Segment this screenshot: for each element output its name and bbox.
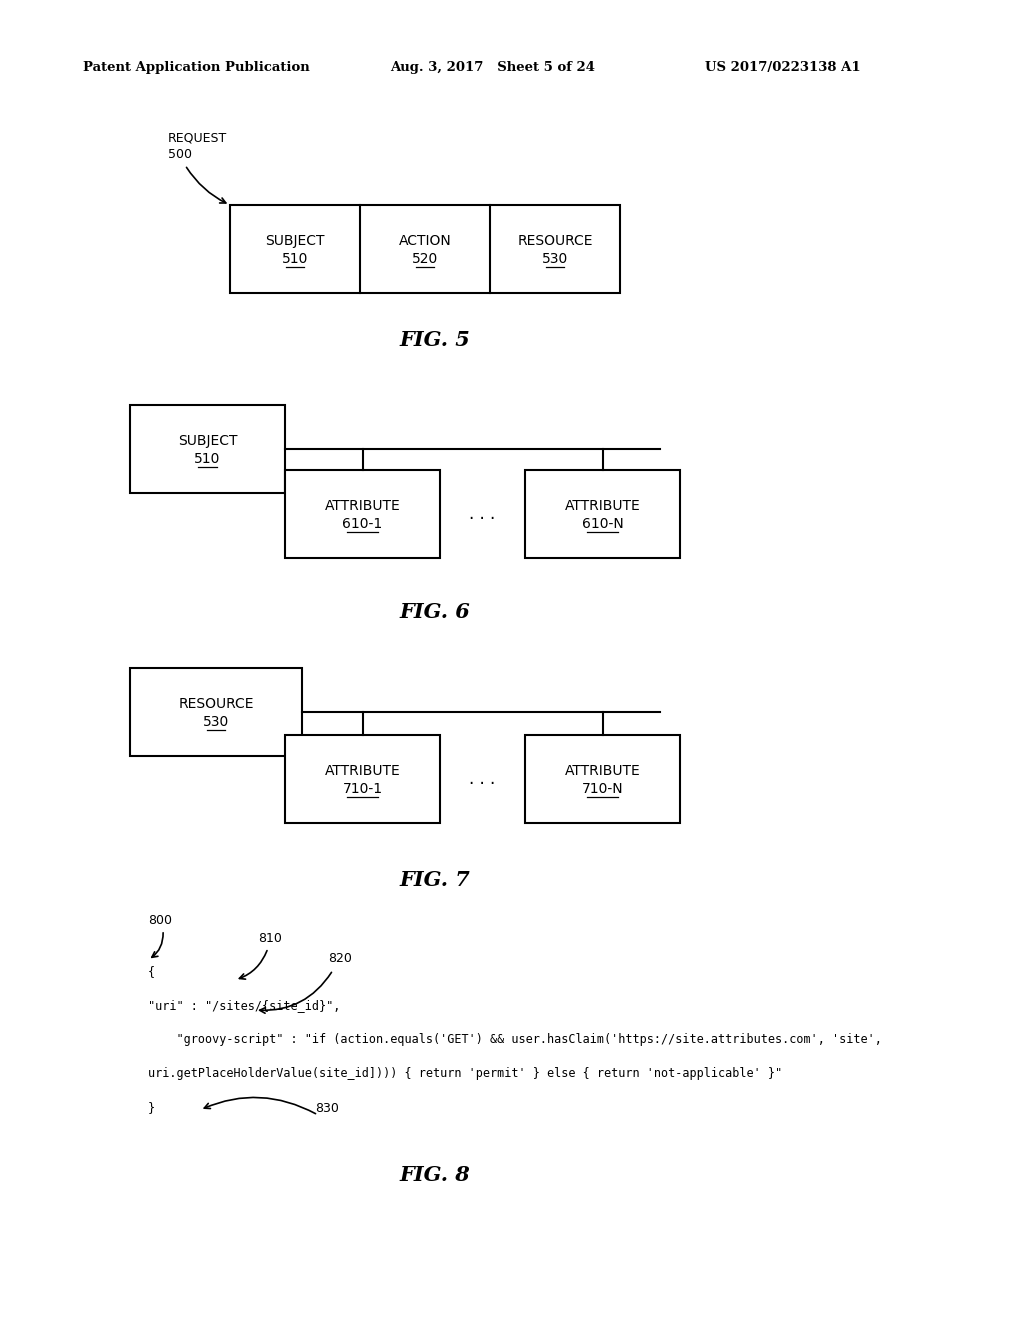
Text: FIG. 6: FIG. 6 [399,602,470,622]
Text: REQUEST: REQUEST [168,132,227,144]
Text: uri.getPlaceHolderValue(site_id]))) { return 'permit' } else { return 'not-appli: uri.getPlaceHolderValue(site_id]))) { re… [148,1068,782,1081]
Text: FIG. 7: FIG. 7 [399,870,470,890]
Text: SUBJECT: SUBJECT [178,434,238,447]
Text: FIG. 5: FIG. 5 [399,330,470,350]
Bar [130,668,302,756]
Text: ATTRIBUTE: ATTRIBUTE [564,764,640,777]
Text: 810: 810 [258,932,282,945]
Text: ACTION: ACTION [398,234,452,248]
Text: 830: 830 [315,1101,339,1114]
Text: . . .: . . . [469,770,496,788]
Text: Aug. 3, 2017   Sheet 5 of 24: Aug. 3, 2017 Sheet 5 of 24 [390,62,595,74]
Text: {: { [148,965,155,978]
Text: "groovy-script" : "if (action.equals('GET') && user.hasClaim('https://site.attri: "groovy-script" : "if (action.equals('GE… [148,1034,882,1047]
Text: 610-1: 610-1 [342,517,383,531]
Text: RESOURCE: RESOURCE [178,697,254,711]
Bar [285,470,440,558]
Text: 520: 520 [412,252,438,267]
Text: 530: 530 [203,715,229,729]
Text: 800: 800 [148,913,172,927]
Text: Patent Application Publication: Patent Application Publication [83,62,309,74]
Text: ATTRIBUTE: ATTRIBUTE [325,499,400,513]
Text: 820: 820 [328,952,352,965]
Text: . . .: . . . [469,506,496,523]
Text: RESOURCE: RESOURCE [517,234,593,248]
Text: US 2017/0223138 A1: US 2017/0223138 A1 [705,62,860,74]
Bar [230,205,620,293]
Bar [285,735,440,822]
Text: SUBJECT: SUBJECT [265,234,325,248]
Bar [525,470,680,558]
Bar [130,405,285,492]
Text: "uri" : "/sites/{site_id}",: "uri" : "/sites/{site_id}", [148,999,340,1012]
Text: 610-N: 610-N [582,517,624,531]
Text: 500: 500 [168,149,193,161]
Text: 530: 530 [542,252,568,267]
Text: }: } [148,1101,155,1114]
Text: ATTRIBUTE: ATTRIBUTE [325,764,400,777]
Text: ATTRIBUTE: ATTRIBUTE [564,499,640,513]
Text: 510: 510 [195,451,221,466]
Text: FIG. 8: FIG. 8 [399,1166,470,1185]
Text: 710-1: 710-1 [342,781,383,796]
Text: 510: 510 [282,252,308,267]
Bar [525,735,680,822]
Text: 710-N: 710-N [582,781,624,796]
